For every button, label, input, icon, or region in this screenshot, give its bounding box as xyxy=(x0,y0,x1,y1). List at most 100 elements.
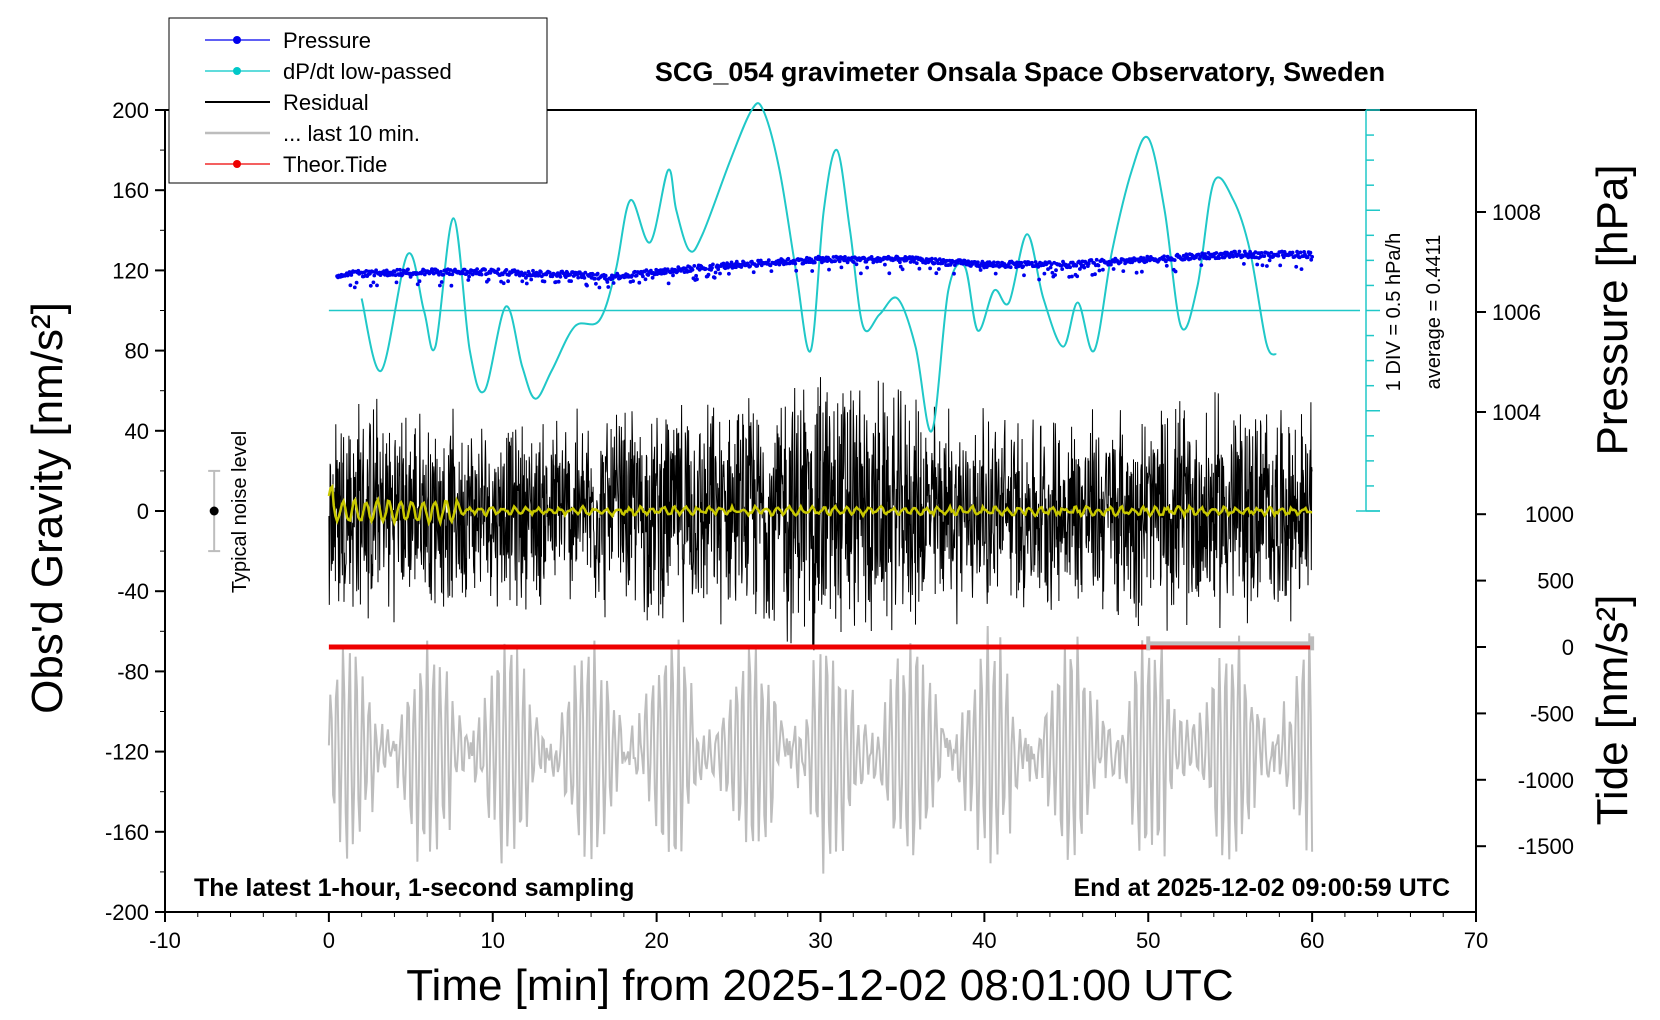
pressure-point xyxy=(1086,261,1091,266)
chart-title: SCG_054 gravimeter Onsala Space Observat… xyxy=(655,57,1385,87)
pressure-point xyxy=(843,255,847,259)
pressure-point xyxy=(721,261,726,266)
pressure-point xyxy=(631,279,635,283)
pressure-point xyxy=(1068,265,1072,270)
y-tick-label: 120 xyxy=(112,258,149,283)
pressure-point xyxy=(710,266,714,270)
pressure-point xyxy=(395,267,400,272)
pressure-point xyxy=(1121,269,1126,273)
pressure-point xyxy=(992,260,996,265)
pressure-point xyxy=(934,271,939,276)
residual-series-line xyxy=(328,377,1313,651)
bottom-left-note: The latest 1-hour, 1-second sampling xyxy=(194,874,634,902)
pressure-point xyxy=(576,275,581,280)
tide-tick-label: -1500 xyxy=(1518,834,1574,859)
pressure-point xyxy=(1298,250,1303,255)
pressure-point xyxy=(594,281,598,286)
pressure-point xyxy=(519,270,524,275)
pressure-point xyxy=(633,269,637,274)
pressure-point xyxy=(1310,254,1314,259)
pressure-point xyxy=(1231,254,1236,259)
pressure-point xyxy=(976,260,980,265)
pressure-point xyxy=(449,283,454,288)
pressure-point xyxy=(690,267,695,272)
pressure-point xyxy=(695,277,699,282)
pressure-point xyxy=(1097,268,1102,273)
x-tick-label: 20 xyxy=(644,928,668,953)
bottom-right-note: End at 2025-12-02 09:00:59 UTC xyxy=(1073,874,1450,902)
pressure-point xyxy=(1269,250,1274,255)
pressure-point xyxy=(812,260,817,265)
y-axis-title: Obs'd Gravity [nm/s²] xyxy=(23,302,72,714)
pressure-point xyxy=(394,280,399,285)
pressure-point xyxy=(718,271,722,276)
pressure-point xyxy=(851,260,856,264)
pressure-point xyxy=(605,280,610,284)
pressure-point xyxy=(1188,256,1193,261)
pressure-point xyxy=(793,261,798,266)
pressure-point xyxy=(1134,270,1139,275)
y-tick-label: -200 xyxy=(105,900,149,925)
tide-tick-label: -500 xyxy=(1530,701,1574,726)
pressure-point xyxy=(1096,263,1101,268)
pressure-point xyxy=(945,258,949,263)
pressure-point xyxy=(706,272,711,277)
x-tick-label: 50 xyxy=(1136,928,1160,953)
y-tick-label: -80 xyxy=(117,659,149,684)
pressure-point xyxy=(437,272,441,277)
pressure-point xyxy=(563,275,568,279)
pressure-point xyxy=(953,263,957,267)
pressure-point xyxy=(908,260,913,264)
legend-box xyxy=(168,17,548,184)
pressure-point xyxy=(977,264,982,269)
pressure-point xyxy=(951,259,955,264)
y-tick-label: 80 xyxy=(125,339,149,364)
pressure-point xyxy=(603,273,608,278)
x-tick-label: 10 xyxy=(481,928,505,953)
pressure-point xyxy=(833,259,838,263)
pressure-point xyxy=(438,283,442,288)
pressure-point xyxy=(398,267,402,272)
pressure-point xyxy=(1050,270,1055,275)
y-tick-label: -40 xyxy=(117,579,149,604)
pressure-point xyxy=(1217,256,1221,260)
x-tick-label: 30 xyxy=(808,928,832,953)
pressure-point xyxy=(569,279,573,283)
tide-tick-label: 0 xyxy=(1562,635,1574,660)
pressure-point xyxy=(845,260,850,265)
pressure-point xyxy=(1162,254,1166,259)
pressure-point xyxy=(727,271,731,276)
pressure-point xyxy=(417,279,422,284)
pressure-point xyxy=(711,262,715,267)
pressure-point xyxy=(371,280,376,285)
pressure-point xyxy=(354,280,359,285)
pressure-point xyxy=(597,285,602,290)
pressure-point xyxy=(794,268,799,273)
pressure-point xyxy=(466,278,471,282)
pressure-point xyxy=(712,275,717,280)
noise-bar-dot xyxy=(209,506,219,516)
pressure-point xyxy=(441,272,446,277)
legend-marker xyxy=(233,36,241,44)
pressure-point xyxy=(1042,271,1047,276)
pressure-point xyxy=(1118,260,1123,264)
pressure-point xyxy=(1241,254,1245,259)
pressure-point xyxy=(952,271,956,276)
pressure-point xyxy=(1255,262,1260,267)
legend-marker xyxy=(233,67,241,75)
pressure-point xyxy=(1101,267,1105,272)
pressure-point xyxy=(1019,260,1024,265)
pressure-point xyxy=(1094,257,1099,262)
pressure-point xyxy=(593,276,597,281)
pressure-point xyxy=(524,281,529,286)
y-tick-label: 160 xyxy=(112,178,149,203)
pressure-point xyxy=(898,260,902,265)
pressure-point xyxy=(1276,253,1281,258)
pressure-series-points xyxy=(335,249,1314,290)
pressure-point xyxy=(1278,263,1283,268)
pressure-axis-title: Pressure [hPa] xyxy=(1588,164,1637,455)
tide-tick-label: 500 xyxy=(1537,569,1574,594)
x-tick-label: 40 xyxy=(972,928,996,953)
pressure-point xyxy=(914,261,919,266)
pressure-point xyxy=(666,281,671,286)
